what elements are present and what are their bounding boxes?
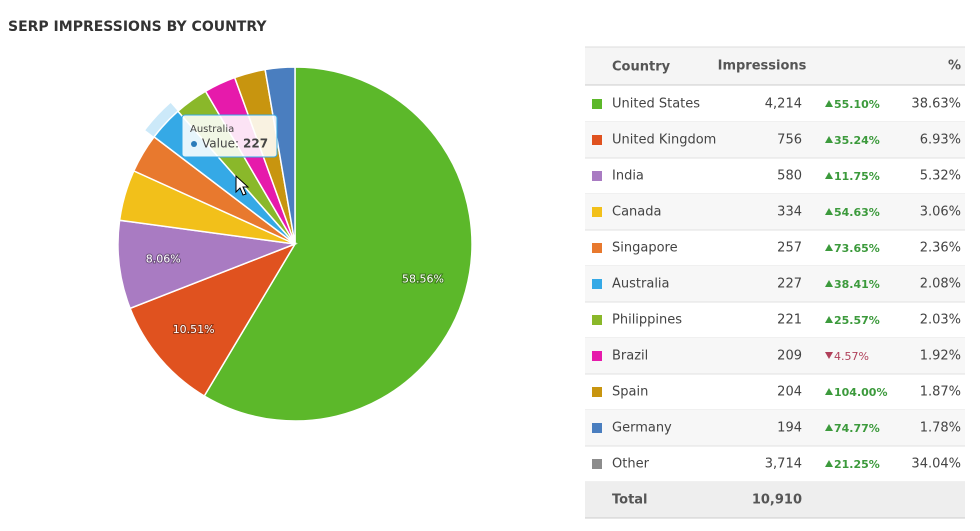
- impressions: 4,214: [765, 97, 802, 112]
- pie-slice: [203, 66, 473, 422]
- change: 74.77%: [834, 422, 880, 435]
- color-swatch: [592, 243, 602, 253]
- impressions: 580: [777, 169, 802, 184]
- country: Germany: [612, 421, 672, 436]
- trend-arrow: [825, 388, 833, 395]
- color-swatch: [592, 207, 602, 217]
- tooltip: Australia Value: 227: [181, 114, 278, 196]
- percent: 3.06%: [920, 205, 961, 220]
- pie-chart: 58.56% 10.51% 8.06%: [117, 66, 473, 422]
- trend-arrow: [825, 424, 833, 431]
- country: India: [612, 169, 644, 184]
- row-bg: [585, 338, 965, 374]
- change: 35.24%: [834, 134, 880, 147]
- change: 11.75%: [834, 170, 880, 183]
- change: 104.00%: [834, 386, 887, 399]
- country: Brazil: [612, 349, 648, 364]
- percent: 34.04%: [911, 457, 961, 472]
- percent: 2.08%: [920, 277, 961, 292]
- country: Singapore: [612, 241, 678, 256]
- color-swatch: [592, 351, 602, 361]
- column-header: %: [948, 59, 961, 74]
- impressions: 194: [777, 421, 802, 436]
- percent: 1.92%: [920, 349, 961, 364]
- country: Australia: [612, 277, 670, 292]
- column-header: Impressions: [718, 59, 807, 74]
- slice-label: 58.56%: [402, 272, 444, 285]
- pie-slice: [117, 219, 298, 310]
- pie-slice: [264, 66, 296, 245]
- percent: 1.87%: [920, 385, 961, 400]
- total-label: Total: [612, 493, 648, 508]
- change: 54.63%: [834, 206, 880, 219]
- tooltip-title: Australia: [190, 124, 234, 135]
- pie-slice: [129, 242, 297, 398]
- row-bg: [585, 122, 965, 158]
- tooltip-box: [181, 114, 278, 158]
- slice-halo: [145, 102, 178, 137]
- color-swatch: [592, 171, 602, 181]
- trend-arrow: [825, 208, 833, 215]
- change: 38.41%: [834, 278, 880, 291]
- trend-arrow: [825, 352, 833, 359]
- trend-arrow: [825, 100, 833, 107]
- slice-label: 10.51%: [173, 323, 215, 336]
- percent: 38.63%: [911, 97, 961, 112]
- impressions: 209: [777, 349, 802, 364]
- trend-arrow: [825, 460, 833, 467]
- row-bg: [585, 266, 965, 302]
- tooltip-dot: [191, 141, 197, 147]
- impressions: 221: [777, 313, 802, 328]
- percent: 2.03%: [920, 313, 961, 328]
- change: 73.65%: [834, 242, 880, 255]
- cursor: [235, 174, 250, 196]
- color-swatch: [592, 279, 602, 289]
- color-swatch: [592, 423, 602, 433]
- trend-arrow: [825, 136, 833, 143]
- row-bg: [585, 410, 965, 446]
- country: Spain: [612, 385, 648, 400]
- table-header-bg: [585, 47, 965, 85]
- color-swatch: [592, 135, 602, 145]
- change: 25.57%: [834, 314, 880, 327]
- total-bg: [585, 482, 965, 518]
- tooltip-label: Value:: [202, 137, 239, 151]
- impressions: 334: [777, 205, 802, 220]
- country: Canada: [612, 205, 661, 220]
- change: 55.10%: [834, 98, 880, 111]
- impressions: 257: [777, 241, 802, 256]
- impressions: 204: [777, 385, 802, 400]
- impressions: 756: [777, 133, 802, 148]
- percent: 6.93%: [920, 133, 961, 148]
- color-swatch: [592, 315, 602, 325]
- percent: 2.36%: [920, 241, 961, 256]
- trend-arrow: [825, 280, 833, 287]
- slice-label: 8.06%: [146, 253, 181, 266]
- impressions: 3,714: [765, 457, 802, 472]
- country: Other: [612, 457, 650, 472]
- country: United States: [612, 97, 700, 112]
- trend-arrow: [825, 316, 833, 323]
- color-swatch: [592, 387, 602, 397]
- total-impressions: 10,910: [752, 493, 802, 508]
- column-header: Country: [612, 60, 671, 75]
- tooltip-value: 227: [243, 137, 268, 151]
- country: Philippines: [612, 313, 682, 328]
- change: 4.57%: [834, 350, 869, 363]
- trend-arrow: [825, 244, 833, 251]
- widget-title: SERP IMPRESSIONS BY COUNTRY: [8, 19, 267, 35]
- impressions: 227: [777, 277, 802, 292]
- trend-arrow: [825, 172, 833, 179]
- change: 21.25%: [834, 458, 880, 471]
- color-swatch: [592, 459, 602, 469]
- row-bg: [585, 194, 965, 230]
- percent: 5.32%: [920, 169, 961, 184]
- country: United Kingdom: [612, 133, 716, 148]
- percent: 1.78%: [920, 421, 961, 436]
- color-swatch: [592, 99, 602, 109]
- table: Country Impressions % United States 4,214…: [585, 46, 965, 519]
